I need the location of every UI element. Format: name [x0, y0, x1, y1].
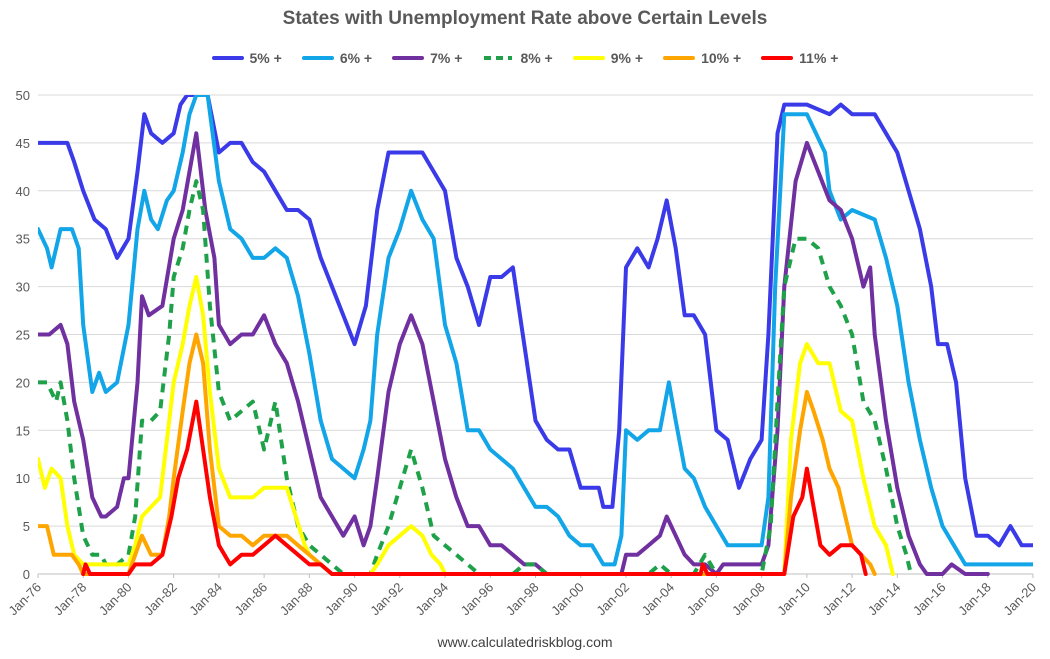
legend-item: 5% + — [211, 50, 282, 66]
legend-label: 11% + — [799, 50, 839, 66]
gridlines — [38, 94, 1033, 575]
x-tick-label: Jan-86 — [232, 580, 271, 619]
legend-item: 11% + — [761, 50, 838, 66]
x-tick-label: Jan-08 — [729, 580, 768, 619]
legend-label: 5% + — [249, 50, 282, 66]
x-tick-label: Jan-96 — [458, 580, 497, 619]
y-tick-label: 5 — [23, 519, 30, 534]
x-tick-label: Jan-90 — [322, 580, 361, 619]
x-tick-label: Jan-94 — [412, 580, 451, 619]
x-tick-label: Jan-84 — [186, 580, 225, 619]
x-tick-label: Jan-02 — [593, 580, 632, 619]
x-tick-label: Jan-18 — [955, 580, 994, 619]
series-line-2 — [38, 95, 1033, 567]
series-line-1 — [38, 95, 1033, 548]
x-tick-label: Jan-06 — [684, 580, 723, 619]
legend-swatch — [211, 56, 244, 60]
legend-label: 6% + — [339, 50, 373, 66]
x-tick-label: Jan-20 — [1000, 580, 1039, 619]
x-tick-label: Jan-92 — [367, 580, 406, 619]
y-tick-label: 30 — [16, 280, 30, 295]
series-lines — [38, 95, 1033, 576]
series-line-3 — [38, 131, 990, 576]
legend-label: 10% + — [701, 50, 742, 66]
legend-label: 9% + — [610, 50, 644, 66]
legend-swatch — [301, 56, 334, 60]
x-tick-label: Jan-12 — [819, 580, 858, 619]
series-line-7 — [81, 399, 868, 576]
y-tick-label: 15 — [16, 423, 30, 438]
y-tick-label: 0 — [23, 567, 30, 582]
legend-item: 10% + — [663, 50, 741, 66]
y-tick-label: 40 — [16, 184, 30, 199]
y-tick-label: 50 — [16, 88, 30, 103]
x-tick-label: Jan-16 — [910, 580, 949, 619]
x-tick-label: Jan-10 — [774, 580, 813, 619]
x-tick-label: Jan-98 — [503, 580, 542, 619]
legend-label: 7% + — [430, 50, 463, 66]
x-tick-label: Jan-04 — [639, 580, 678, 619]
source-note: www.calculatedriskblog.com — [437, 634, 613, 650]
series-line-4 — [38, 179, 913, 576]
legend-swatch — [761, 56, 794, 60]
legend-item: 9% + — [572, 50, 644, 66]
legend-swatch — [484, 56, 513, 60]
y-tick-label: 20 — [16, 375, 30, 390]
x-tick-label: Jan-88 — [277, 580, 316, 619]
legend-swatch — [392, 56, 425, 60]
x-tick-label: Jan-80 — [96, 580, 135, 619]
x-tick-label: Jan-78 — [51, 580, 90, 619]
y-tick-label: 25 — [16, 328, 30, 343]
legend-item: 8% + — [482, 50, 553, 66]
legend-swatch — [572, 56, 605, 60]
legend-swatch — [663, 56, 696, 60]
chart-title: States with Unemployment Rate above Cert… — [282, 8, 768, 29]
x-tick-label: Jan-76 — [5, 580, 44, 619]
y-tick-label: 10 — [16, 471, 30, 486]
legend-label: 8% + — [520, 50, 553, 66]
x-tick-label: Jan-82 — [141, 580, 180, 619]
x-tick-label: Jan-00 — [548, 580, 587, 619]
y-tick-label: 45 — [16, 136, 30, 151]
legend-item: 6% + — [301, 50, 373, 66]
y-tick-label: 35 — [16, 232, 30, 247]
legend: 5% + 6% + 7% + 8% + 9% + 10% + 11% + — [0, 50, 1050, 66]
x-tick-label: Jan-14 — [865, 580, 904, 619]
legend-item: 7% + — [392, 50, 462, 66]
series-line-5 — [38, 275, 895, 576]
